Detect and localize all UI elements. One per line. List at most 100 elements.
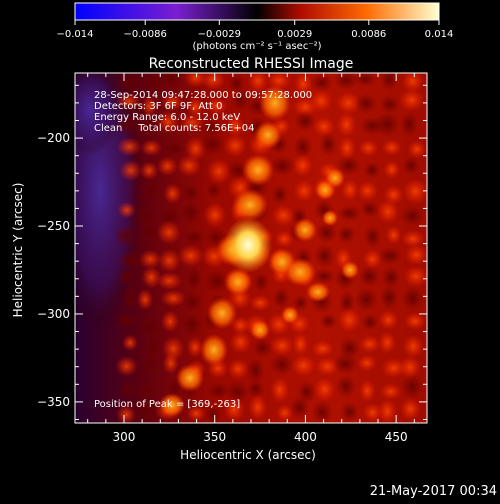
texture-blob [313,116,335,137]
texture-blob [272,287,290,309]
texture-blob [181,291,204,313]
texture-blob [401,373,424,400]
texture-blob [186,336,204,358]
texture-blob [156,156,178,176]
texture-blob [401,286,424,311]
texture-blob [252,338,273,359]
x-tick-label: 350 [203,430,226,444]
y-axis-label: Heliocentric Y (arcsec) [11,183,25,318]
heatmap-blobs [114,73,427,423]
texture-blob [114,225,137,247]
texture-blob [310,73,334,92]
texture-blob [157,249,181,273]
colorbar-tick-label: −0.0029 [198,29,241,40]
texture-blob [134,383,160,400]
chart-title: Reconstructed RHESSI Image [149,56,354,72]
texture-blob [271,184,289,205]
texture-blob [159,73,184,92]
emission-hotspot [207,297,237,329]
texture-blob [336,225,356,244]
texture-blob [398,88,425,112]
texture-blob [163,183,182,204]
colorbar: −0.014 −0.0086 −0.0029 0.0029 0.0086 0.014 (p… [56,2,453,52]
texture-blob [117,251,144,270]
texture-blob [292,332,309,356]
texture-blob [163,139,186,159]
texture-blob [311,340,334,358]
texture-blob [315,221,338,244]
texture-blob [354,93,378,114]
texture-blob [337,307,361,333]
texture-blob [292,154,313,177]
texture-blob [400,111,419,137]
footer-date: 21-May-2017 00:34 [370,484,497,499]
peak-position-label: Position of Peak = [369,-263] [94,399,240,410]
texture-blob [361,313,379,332]
y-tick-label: −300 [37,307,70,321]
texture-blob [181,183,201,203]
emission-hotspot [250,320,270,340]
texture-blob [363,402,383,423]
texture-blob [204,97,228,115]
emission-hotspot [322,210,338,226]
emission-hotspot [284,258,316,286]
texture-blob [162,352,179,374]
texture-blob [400,205,425,227]
texture-blob [223,134,248,158]
x-tick-label: 300 [113,430,136,444]
texture-blob [336,155,362,176]
texture-blob [340,401,359,423]
texture-blob [139,73,164,92]
texture-blob [246,379,265,398]
texture-blob [341,179,359,201]
texture-blob [360,200,380,218]
texture-blob [249,294,271,312]
texture-blob [379,95,400,114]
texture-blob [357,180,378,201]
texture-blob [156,220,181,245]
colorbar-ticks: −0.014 −0.0086 −0.0029 0.0029 0.0086 0.014 [56,20,453,40]
emission-hotspot [341,261,359,279]
texture-blob [378,310,399,330]
texture-blob [203,202,227,228]
texture-blob [117,201,137,219]
texture-blob [114,115,140,135]
texture-blob [182,229,207,247]
heatmap-image [75,73,427,423]
texture-blob [269,155,296,176]
texture-blob [139,313,162,340]
negative-region [75,73,120,155]
x-tick-label: 450 [385,430,408,444]
x-axis: 300 350 400 450 [87,73,415,444]
texture-blob [117,268,135,286]
texture-blob [402,178,427,205]
texture-blob [179,113,205,133]
texture-blob [140,139,163,157]
texture-blob [156,206,183,227]
texture-blob [383,160,401,179]
texture-blob [198,118,225,138]
colorbar-tick-label: 0.014 [425,29,454,40]
texture-blob [248,394,268,421]
texture-blob [404,244,427,266]
annotation-time-range: 28-Sep-2014 09:47:28.000 to 09:57:28.000 [94,90,312,101]
texture-blob [309,89,333,113]
x-tick-label: 400 [294,430,317,444]
texture-blob [141,181,160,200]
texture-blob [140,351,161,376]
texture-blob [335,374,357,398]
texture-blob [294,110,316,132]
annotation-detectors: Detectors: 3F 6F 9F, Att 0 [94,101,222,112]
texture-blob [156,271,182,290]
colorbar-tick-label: 0.0086 [351,29,386,40]
texture-blob [380,73,399,92]
texture-blob [313,377,336,402]
texture-blob [333,73,359,91]
texture-blob [271,204,296,227]
texture-blob [186,96,205,118]
texture-blob [358,265,381,288]
texture-blob [289,395,310,420]
texture-blob [338,136,356,161]
texture-blob [206,158,231,185]
texture-blob [357,354,377,372]
